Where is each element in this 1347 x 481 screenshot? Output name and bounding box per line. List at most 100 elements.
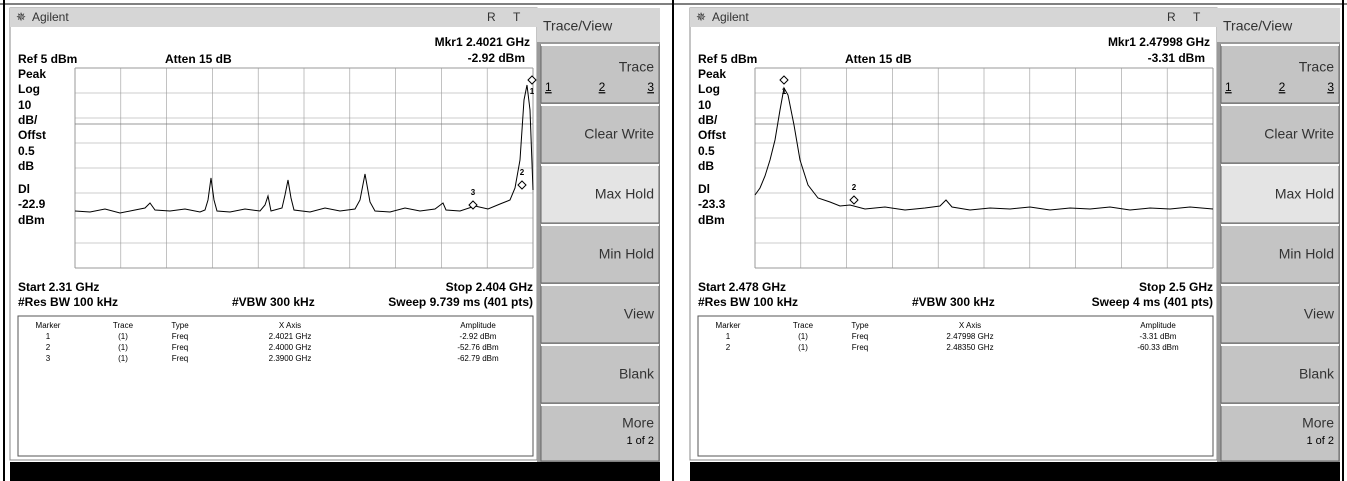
status: T [513, 10, 521, 24]
attenuation: Atten 15 dB [165, 52, 232, 66]
trace-option: 3 [647, 80, 654, 94]
table-header: Type [171, 321, 189, 330]
status-bar [10, 462, 660, 481]
table-cell: (1) [118, 332, 128, 341]
table-cell: Freq [852, 332, 868, 341]
softkey-label: View [1304, 306, 1335, 322]
softkey-label: Clear Write [584, 126, 654, 142]
softkey-label: More [622, 415, 654, 431]
softkey-label: Clear Write [1264, 126, 1334, 142]
softkey-label: Trace [619, 59, 654, 75]
marker-label: 1 [782, 87, 787, 96]
softkey[interactable] [1220, 284, 1340, 344]
table-cell: 2.4021 GHz [269, 332, 312, 341]
trace-option: 1 [1225, 80, 1232, 94]
trace [74, 84, 534, 214]
status: R [1167, 10, 1176, 24]
softkey-label: Max Hold [1275, 186, 1334, 202]
trace-option: 2 [599, 80, 606, 94]
table-cell: -2.92 dBm [460, 332, 497, 341]
softkey[interactable] [1220, 344, 1340, 404]
table-cell: Freq [172, 343, 188, 352]
softkey[interactable] [1220, 224, 1340, 284]
table-header: X Axis [959, 321, 981, 330]
scale-label: 0.5 [18, 144, 35, 158]
scale-label: Log [698, 82, 720, 96]
scale-label: dB [18, 159, 34, 173]
table-cell: 2 [46, 343, 51, 352]
softkey[interactable] [540, 44, 660, 104]
softkey[interactable] [540, 224, 660, 284]
marker-frequency: Mkr1 2.47998 GHz [1108, 35, 1210, 49]
scale-label: Log [18, 82, 40, 96]
marker-label: 2 [852, 183, 857, 192]
softkey-label: Trace [1299, 59, 1334, 75]
marker-table [697, 315, 1214, 457]
attenuation: Atten 15 dB [845, 52, 912, 66]
table-cell: 2.4000 GHz [269, 343, 312, 352]
table-cell: (1) [118, 343, 128, 352]
table-cell: Freq [172, 332, 188, 341]
scale-label: dBm [698, 213, 725, 227]
scale-label: dB/ [18, 113, 38, 127]
softkey-title: Trace/View [1223, 18, 1293, 34]
marker-label: 2 [520, 168, 525, 177]
scale-label: -22.9 [18, 197, 46, 211]
softkey[interactable] [540, 344, 660, 404]
video-bandwidth: #VBW 300 kHz [912, 295, 995, 309]
marker-diamond [527, 75, 537, 85]
table-cell: -52.76 dBm [457, 343, 499, 352]
marker-diamond [849, 195, 859, 205]
softkey[interactable] [540, 164, 660, 224]
softkey-label: Min Hold [599, 246, 654, 262]
header-bar [10, 8, 537, 27]
stop-frequency: Stop 2.5 GHz [1139, 280, 1213, 294]
softkey[interactable] [1220, 404, 1340, 462]
trace-option: 2 [1279, 80, 1286, 94]
analyzer-panel: ✵ Agilent R T Mkr1 2.47998 GHz -3.31 dBm Ref 5… [689, 7, 1340, 481]
reference-level: Ref 5 dBm [18, 52, 77, 66]
marker-label: 1 [530, 87, 535, 96]
scale-label: 0.5 [698, 144, 715, 158]
status-bar [690, 462, 1340, 481]
table-header: Trace [793, 321, 814, 330]
scale-label: Peak [698, 67, 726, 81]
sweep: Sweep 9.739 ms (401 pts) [388, 295, 533, 309]
marker-diamond [468, 200, 478, 210]
scale-label: Dl [698, 182, 710, 196]
softkey[interactable] [1220, 44, 1340, 104]
softkey-label: Max Hold [595, 186, 654, 202]
brand: Agilent [712, 10, 749, 24]
table-cell: 2.3900 GHz [269, 354, 312, 363]
softkey[interactable] [540, 404, 660, 462]
softkey-page: 1 of 2 [1306, 435, 1334, 447]
reference-level: Ref 5 dBm [698, 52, 757, 66]
table-cell: (1) [798, 332, 808, 341]
softkey-title-bg [537, 8, 660, 42]
marker-frequency: Mkr1 2.4021 GHz [435, 35, 530, 49]
scale-label: -23.3 [698, 197, 726, 211]
resolution-bandwidth: #Res BW 100 kHz [18, 295, 118, 309]
table-cell: 2 [726, 343, 731, 352]
softkey-label: View [624, 306, 655, 322]
table-cell: (1) [798, 343, 808, 352]
scale-label: Offst [18, 128, 46, 142]
scale-label: dB/ [698, 113, 718, 127]
trace [754, 86, 1214, 211]
scale-label: dBm [18, 213, 45, 227]
softkey-page: 1 of 2 [626, 435, 654, 447]
brand: Agilent [32, 10, 69, 24]
softkey-title-bg [1217, 8, 1340, 42]
softkey-label: More [1302, 415, 1334, 431]
table-cell: -3.31 dBm [1140, 332, 1177, 341]
table-cell: 2.48350 GHz [946, 343, 993, 352]
table-cell: 2.47998 GHz [946, 332, 993, 341]
softkey[interactable] [540, 104, 660, 164]
softkey[interactable] [1220, 104, 1340, 164]
marker-amplitude: -2.92 dBm [468, 51, 525, 65]
table-header: X Axis [279, 321, 301, 330]
softkey-label: Blank [619, 366, 655, 382]
scale-label: Peak [18, 67, 46, 81]
softkey[interactable] [1220, 164, 1340, 224]
